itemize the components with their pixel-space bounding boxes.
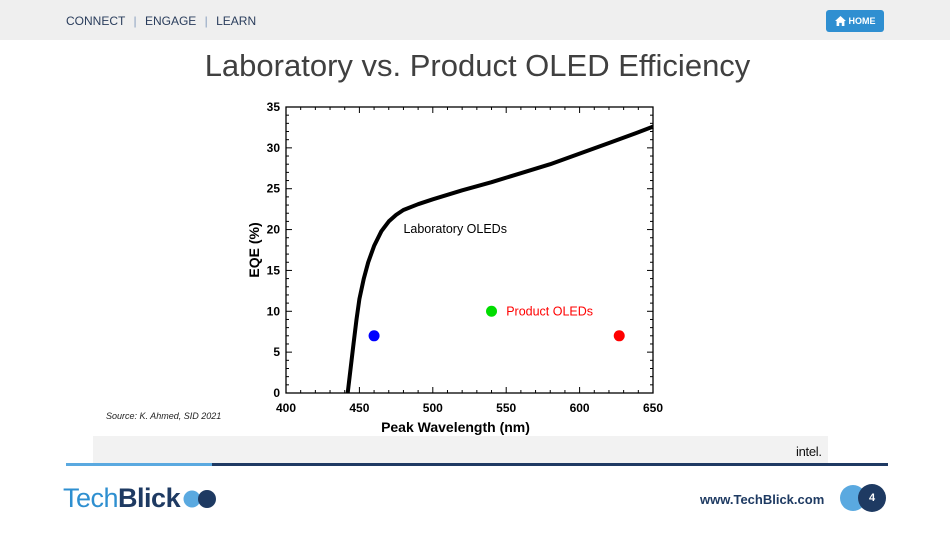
footer-band xyxy=(93,436,828,464)
x-tick-label: 450 xyxy=(349,401,369,415)
logo-blick: Blick xyxy=(118,482,181,513)
page-number: 4 xyxy=(858,484,886,512)
page-number-badge: 4 xyxy=(840,484,888,512)
y-tick-label: 15 xyxy=(267,263,281,277)
nav-engage[interactable]: ENGAGE xyxy=(144,14,197,28)
intel-logo: intel. xyxy=(796,444,822,459)
home-button-label: HOME xyxy=(848,16,876,26)
source-citation: Source: K. Ahmed, SID 2021 xyxy=(106,411,222,421)
logo-tech: Tech xyxy=(63,482,119,513)
top-bar: CONNECT | ENGAGE | LEARN HOME xyxy=(0,0,950,40)
y-tick-label: 0 xyxy=(273,386,280,400)
plot-frame xyxy=(285,106,654,394)
top-nav: CONNECT | ENGAGE | LEARN xyxy=(66,14,256,28)
home-icon xyxy=(834,16,846,26)
y-tick-label: 20 xyxy=(267,223,281,237)
x-tick-label: 500 xyxy=(423,401,443,415)
website-link[interactable]: www.TechBlick.com xyxy=(700,492,825,507)
x-tick-label: 400 xyxy=(276,401,296,415)
laboratory-oled-curve xyxy=(345,124,654,394)
techblick-logo[interactable]: TechBlick xyxy=(63,480,218,516)
x-tick-label: 550 xyxy=(496,401,516,415)
home-button[interactable]: HOME xyxy=(826,10,884,32)
x-axis-label: Peak Wavelength (nm) xyxy=(381,419,530,435)
laboratory-oled-label: Laboratory OLEDs xyxy=(403,222,507,236)
y-tick-label: 10 xyxy=(267,304,281,318)
product-oled-label: Product OLEDs xyxy=(506,304,593,318)
nav-learn[interactable]: LEARN xyxy=(216,14,257,28)
product-oled-point xyxy=(486,305,498,317)
y-tick-label: 35 xyxy=(267,100,281,114)
y-tick-label: 30 xyxy=(267,141,281,155)
product-oled-point xyxy=(613,330,625,342)
nav-separator: | xyxy=(133,14,137,28)
footer-divider-light xyxy=(66,463,212,466)
y-tick-label: 5 xyxy=(273,345,280,359)
logo-dots-icon xyxy=(183,490,217,508)
y-axis-label: EQE (%) xyxy=(246,222,262,277)
nav-separator: | xyxy=(204,14,208,28)
nav-connect[interactable]: CONNECT xyxy=(66,14,126,28)
slide-title: Laboratory vs. Product OLED Efficiency xyxy=(204,48,751,83)
y-tick-label: 25 xyxy=(267,182,281,196)
logo-text: TechBlick xyxy=(63,482,181,514)
x-tick-label: 600 xyxy=(570,401,590,415)
footer-divider-dark xyxy=(212,463,888,466)
product-oled-point xyxy=(368,330,380,342)
x-tick-label: 650 xyxy=(643,401,663,415)
